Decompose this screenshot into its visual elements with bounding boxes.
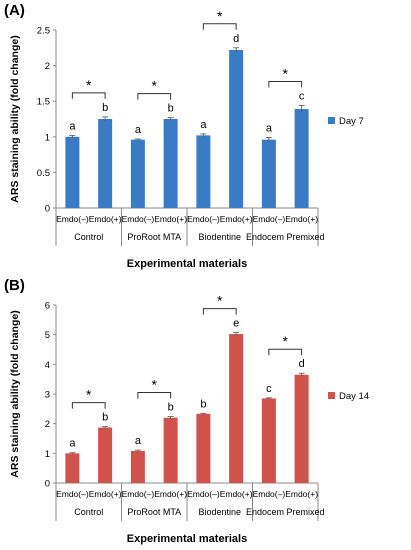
x-tick-label: Emdo(+) [285,489,318,499]
significance-letter: d [299,358,305,370]
panel-b: 0 1 2 3 4 5 6 ARS staining ability (fold change… [0,275,411,550]
x-axis-label: Experimental materials [127,258,247,270]
legend-swatch [328,392,335,399]
group-label: ProRoot MTA [127,232,181,242]
significance-letter: b [102,412,108,424]
x-tick-label: Emdo(–) [187,489,220,499]
x-tick-label: Emdo(–) [187,214,220,224]
x-tick-label: Emdo(–) [122,214,155,224]
bar [163,417,178,483]
panel-b-label: (B) [4,277,25,294]
y-tick-label: 4 [45,360,50,371]
bar [98,427,113,483]
significance-star: * [217,8,223,24]
significance-bracket [137,93,172,100]
significance-star: * [152,377,158,393]
significance-star: * [217,293,223,309]
panel-a: 0 0.5 1 1.5 2 2.5 ARS staining ability (fold c… [4,2,364,270]
significance-letter: b [168,103,174,115]
significance-star: * [283,333,289,349]
bar [229,49,244,208]
x-tick-label: Emdo(+) [89,214,122,224]
significance-letter: a [135,124,142,136]
significance-bracket [202,308,237,315]
y-tick-label: 5 [45,330,50,341]
x-tick-label: Emdo(+) [154,489,187,499]
legend-label: Day 7 [339,116,364,127]
group-label: Endocem Premixed [246,232,325,242]
significance-bracket [202,23,237,30]
x-tick-label: Emdo(+) [220,489,253,499]
bar [261,398,276,483]
x-tick-label: Emdo(–) [56,214,89,224]
y-tick-label: 0.5 [37,168,50,179]
legend-label: Day 14 [339,391,369,402]
significance-star: * [283,65,289,81]
x-tick-label: Emdo(+) [89,489,122,499]
bar [130,139,145,208]
legend-swatch [328,117,335,124]
y-axis-label: ARS staining ability (fold change) [9,310,21,477]
y-tick-label: 3 [45,390,50,401]
significance-star: * [152,78,158,94]
x-tick-label: Emdo(+) [285,214,318,224]
significance-letter: a [266,123,273,135]
significance-bracket [71,92,106,99]
group-label: Endocem Premixed [246,507,325,517]
y-tick-label: 2.5 [37,26,50,37]
significance-star: * [86,387,92,403]
bar [65,136,80,208]
significance-letter: e [233,318,239,330]
significance-letter: b [102,102,108,114]
group-label: Biodentine [198,232,241,242]
significance-letter: a [200,119,207,131]
y-tick-label: 2 [45,61,50,72]
significance-letter: b [168,402,174,414]
significance-letter: b [200,398,206,410]
bar [98,119,113,208]
x-axis-label: Experimental materials [127,533,247,545]
bar [261,139,276,208]
y-tick-label: 1.5 [37,97,50,108]
bar [196,413,211,483]
bar [196,135,211,208]
group-label: Biodentine [198,507,241,517]
significance-star: * [86,77,92,93]
bar [163,119,178,208]
significance-letter: a [135,435,142,447]
significance-letter: c [266,383,272,395]
bar [65,453,80,483]
y-tick-label: 1 [45,132,50,143]
chart-b-svg: 0 1 2 3 4 5 6 ARS staining ability (fold change… [9,293,369,545]
group-label: ProRoot MTA [127,507,181,517]
significance-letter: c [299,90,305,102]
y-tick-label: 6 [45,301,50,312]
significance-bracket [71,402,106,409]
y-tick-label: 0 [45,479,50,490]
bar [130,450,145,483]
x-tick-label: Emdo(+) [154,214,187,224]
panel-a-label: (A) [4,2,25,19]
significance-bracket [268,348,303,356]
significance-letter: a [69,120,76,132]
bar [294,109,309,208]
significance-bracket [268,80,303,88]
x-tick-label: Emdo(–) [122,489,155,499]
significance-bracket [137,392,172,399]
chart-a-svg: 0 0.5 1 1.5 2 2.5 ARS staining ability (fold c… [9,8,364,270]
significance-letter: a [69,438,76,450]
y-tick-label: 2 [45,419,50,430]
y-tick-label: 1 [45,449,50,460]
group-label: Control [74,232,103,242]
x-tick-label: Emdo(–) [56,489,89,499]
x-tick-label: Emdo(+) [220,214,253,224]
bar [229,334,244,483]
y-tick-label: 0 [45,204,50,215]
group-label: Control [74,507,103,517]
x-tick-label: Emdo(–) [253,214,286,224]
significance-letter: d [233,33,239,45]
y-axis-label: ARS staining ability (fold change) [9,35,21,202]
x-tick-label: Emdo(–) [253,489,286,499]
bar [294,374,309,483]
